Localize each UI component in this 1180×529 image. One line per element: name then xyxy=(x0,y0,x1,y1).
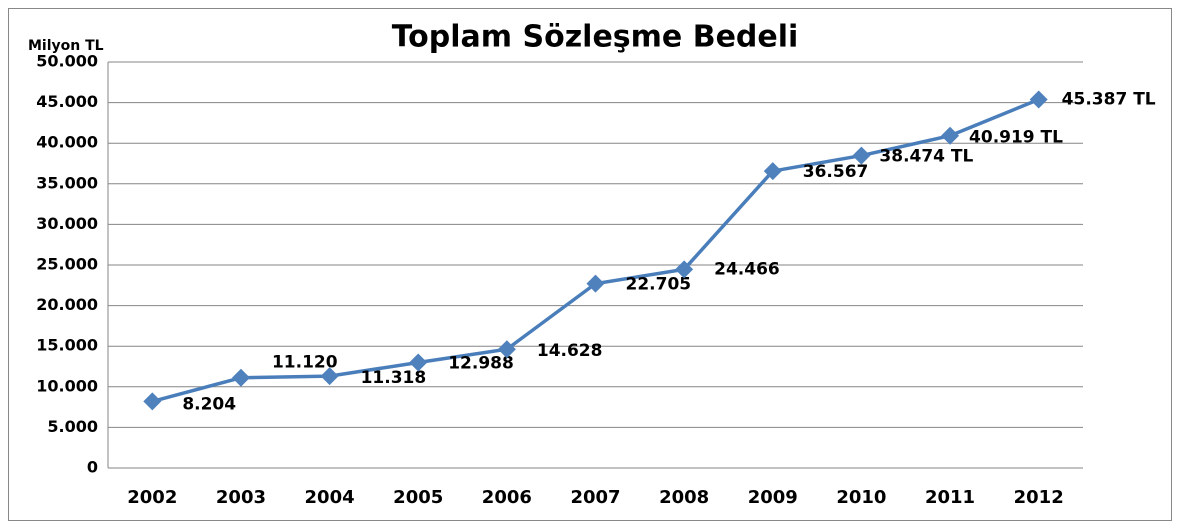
value-label: 8.204 xyxy=(182,394,236,414)
y-tick-label: 40.000 xyxy=(36,133,98,152)
x-tick-label: 2005 xyxy=(393,487,443,508)
x-tick-label: 2002 xyxy=(127,487,177,508)
value-label: 38.474 TL xyxy=(879,147,973,167)
marker xyxy=(586,274,605,293)
value-label: 24.466 xyxy=(714,259,780,279)
marker xyxy=(231,368,250,387)
chart-title: Toplam Sözleşme Bedeli xyxy=(392,20,799,55)
value-label: 36.567 xyxy=(803,162,869,182)
x-tick-label: 2004 xyxy=(305,487,355,508)
value-label: 12.988 xyxy=(448,354,514,374)
x-tick-label: 2011 xyxy=(925,487,975,508)
marker xyxy=(675,260,694,279)
value-label: 11.318 xyxy=(361,368,427,388)
y-tick-label: 25.000 xyxy=(36,255,98,274)
marker xyxy=(409,353,428,372)
y-tick-label: 45.000 xyxy=(36,92,98,111)
y-tick-label: 0 xyxy=(87,458,98,477)
marker xyxy=(941,126,960,145)
value-label: 40.919 TL xyxy=(969,128,1063,148)
y-axis-label: Milyon TL xyxy=(28,38,104,54)
x-tick-label: 2009 xyxy=(748,487,798,508)
y-tick-label: 35.000 xyxy=(36,173,98,192)
value-label: 45.387 TL xyxy=(1062,89,1156,109)
marker xyxy=(763,162,782,181)
value-label: 14.628 xyxy=(537,341,603,361)
x-tick-label: 2003 xyxy=(216,487,266,508)
value-label: 11.120 xyxy=(272,353,338,373)
x-tick-label: 2008 xyxy=(659,487,709,508)
y-tick-label: 10.000 xyxy=(36,376,98,395)
y-tick-label: 20.000 xyxy=(36,295,98,314)
marker xyxy=(1029,90,1048,109)
marker xyxy=(143,392,162,411)
marker xyxy=(320,367,339,386)
value-label: 22.705 xyxy=(626,275,692,295)
marker xyxy=(497,340,516,359)
marker xyxy=(852,146,871,165)
x-tick-label: 2006 xyxy=(482,487,532,508)
y-tick-label: 30.000 xyxy=(36,214,98,233)
y-tick-label: 15.000 xyxy=(36,336,98,355)
x-tick-label: 2012 xyxy=(1014,487,1064,508)
y-tick-label: 5.000 xyxy=(47,417,98,436)
y-tick-label: 50.000 xyxy=(36,52,98,71)
x-tick-label: 2007 xyxy=(570,487,620,508)
x-tick-label: 2010 xyxy=(836,487,886,508)
